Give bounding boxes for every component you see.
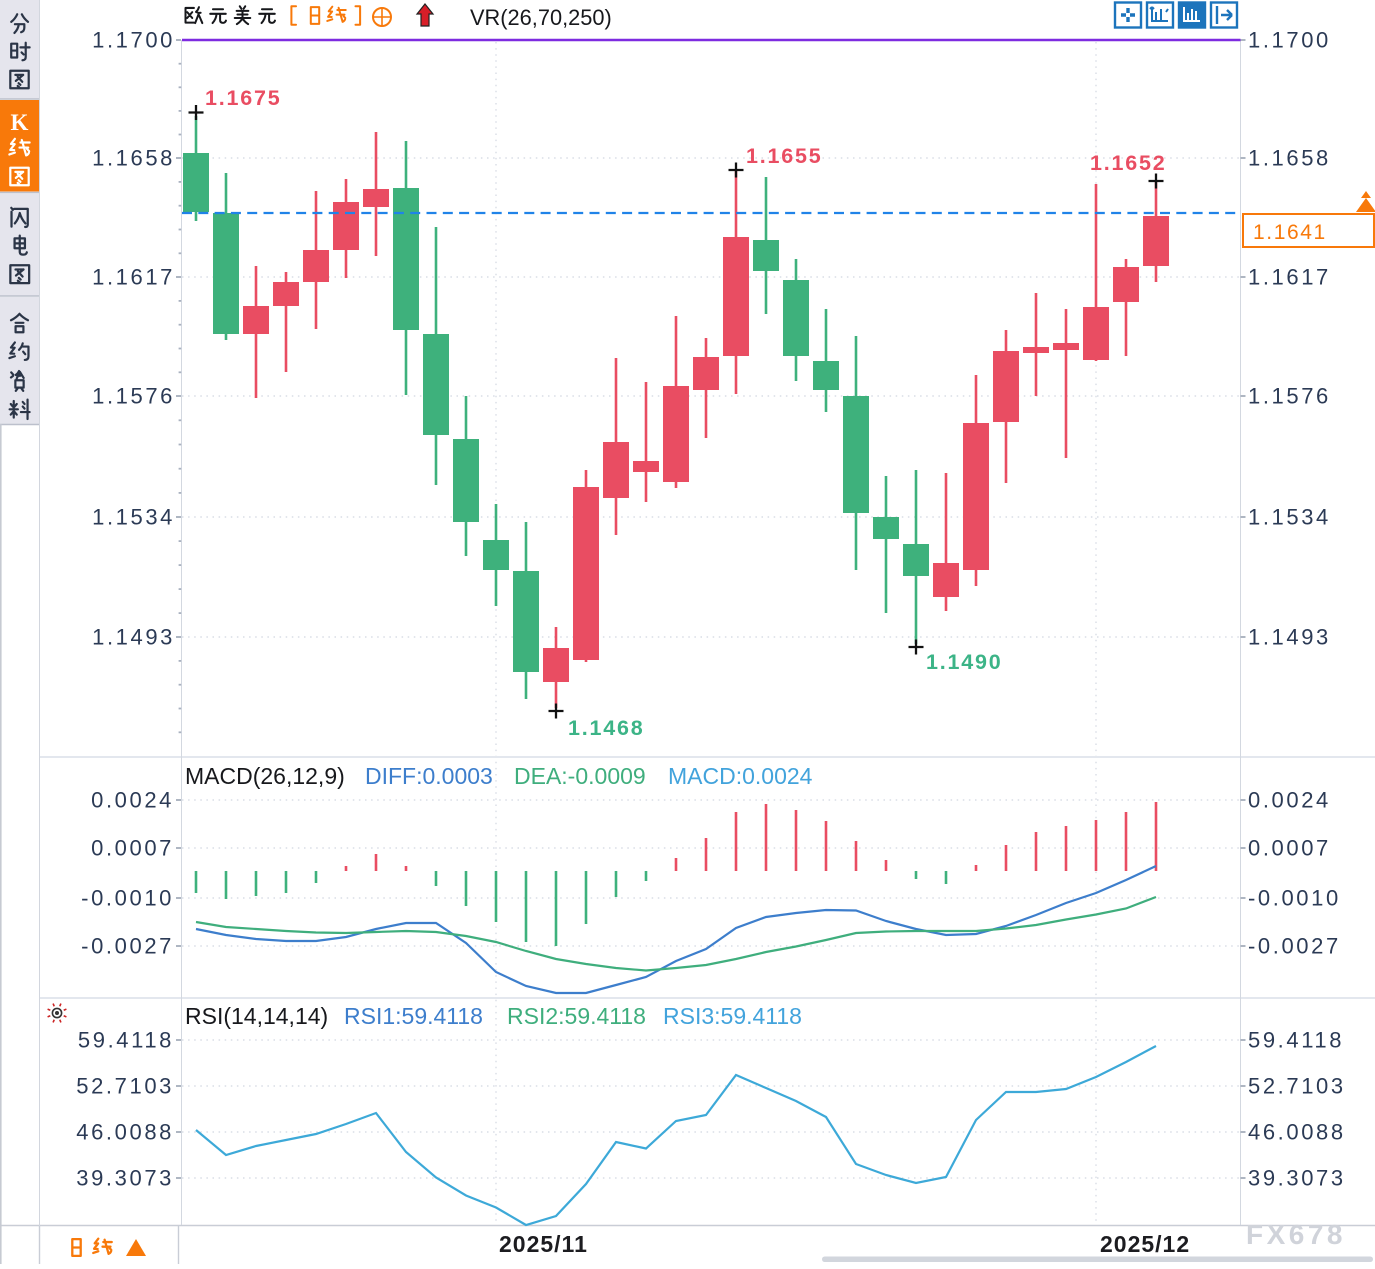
svg-text:1.1534: 1.1534: [92, 505, 175, 530]
svg-text:1.1655: 1.1655: [746, 144, 823, 168]
svg-text:1.1700: 1.1700: [1248, 28, 1331, 53]
svg-text:59.4118: 59.4118: [78, 1028, 174, 1053]
svg-text:0.0024: 0.0024: [1248, 788, 1331, 813]
svg-text:39.3073: 39.3073: [1248, 1166, 1346, 1191]
svg-text:59.4118: 59.4118: [1248, 1028, 1344, 1053]
svg-text:-0.0010: -0.0010: [1248, 886, 1341, 911]
svg-text:RSI(14,14,14): RSI(14,14,14): [185, 1003, 328, 1029]
svg-text:1.1576: 1.1576: [1248, 384, 1331, 409]
svg-text:1.1534: 1.1534: [1248, 505, 1331, 530]
svg-text:1.1658: 1.1658: [92, 146, 175, 171]
svg-text:1.1490: 1.1490: [926, 650, 1003, 674]
svg-text:MACD(26,12,9): MACD(26,12,9): [185, 763, 345, 789]
svg-text:46.0088: 46.0088: [1248, 1120, 1346, 1145]
svg-text:-0.0027: -0.0027: [1248, 934, 1341, 959]
svg-text:39.3073: 39.3073: [76, 1166, 174, 1191]
svg-text:RSI2:59.4118: RSI2:59.4118: [507, 1003, 646, 1029]
svg-text:0.0007: 0.0007: [1248, 836, 1331, 861]
svg-text:RSI3:59.4118: RSI3:59.4118: [663, 1003, 802, 1029]
svg-text:1.1641: 1.1641: [1253, 221, 1327, 244]
svg-text:1.1493: 1.1493: [92, 625, 175, 650]
svg-text:1.1576: 1.1576: [92, 384, 175, 409]
svg-text:1.1617: 1.1617: [92, 265, 175, 290]
svg-text:VR(26,70,250): VR(26,70,250): [470, 5, 612, 30]
svg-text:1.1468: 1.1468: [568, 716, 645, 740]
svg-text:1.1652: 1.1652: [1090, 151, 1167, 175]
svg-text:-0.0010: -0.0010: [81, 886, 174, 911]
svg-text:K: K: [11, 110, 29, 135]
svg-text:0.0007: 0.0007: [91, 836, 174, 861]
svg-text:FX678: FX678: [1246, 1219, 1346, 1250]
svg-text:1.1493: 1.1493: [1248, 625, 1331, 650]
svg-text:52.7103: 52.7103: [76, 1074, 174, 1099]
svg-text:MACD:0.0024: MACD:0.0024: [668, 763, 813, 789]
svg-text:-0.0027: -0.0027: [81, 934, 174, 959]
svg-text:RSI1:59.4118: RSI1:59.4118: [344, 1003, 483, 1029]
svg-text:1.1675: 1.1675: [205, 86, 282, 110]
svg-text:46.0088: 46.0088: [76, 1120, 174, 1145]
svg-text:2025/12: 2025/12: [1100, 1231, 1190, 1257]
svg-text:0.0024: 0.0024: [91, 788, 174, 813]
svg-text:DEA:-0.0009: DEA:-0.0009: [514, 763, 646, 789]
svg-text:DIFF:0.0003: DIFF:0.0003: [365, 763, 493, 789]
svg-text:1.1658: 1.1658: [1248, 146, 1331, 171]
svg-text:1.1617: 1.1617: [1248, 265, 1331, 290]
svg-text:1.1700: 1.1700: [92, 28, 175, 53]
svg-text:2025/11: 2025/11: [499, 1231, 588, 1257]
svg-text:52.7103: 52.7103: [1248, 1074, 1346, 1099]
